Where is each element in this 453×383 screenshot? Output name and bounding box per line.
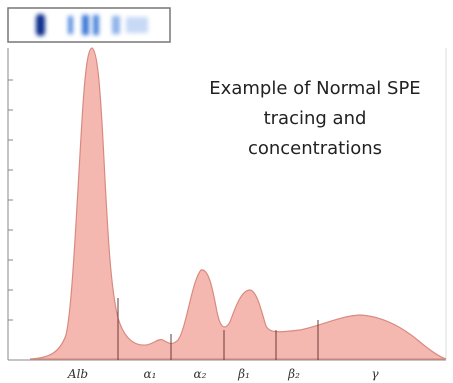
fraction-label: α₂	[194, 367, 207, 381]
annotation: tracing and	[264, 108, 367, 129]
fraction-label: Alb	[67, 367, 88, 381]
axis-ticks	[8, 80, 13, 320]
fraction-label: β₂	[287, 367, 300, 381]
annotation: concentrations	[248, 138, 382, 159]
fraction-label: α₁	[144, 367, 157, 381]
spe-figure: Example of Normal SPE tracing and concen…	[0, 0, 453, 383]
fraction-label: γ	[371, 367, 379, 381]
fraction-label: β₁	[237, 367, 250, 381]
annotation: Example of Normal SPE	[209, 78, 420, 99]
